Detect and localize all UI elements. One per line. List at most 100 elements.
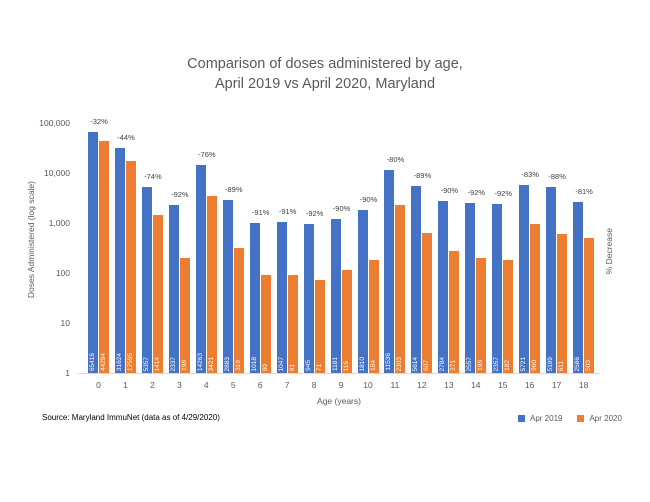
- bar-value-label: 17595: [126, 352, 134, 371]
- x-tick-label: 9: [338, 380, 344, 390]
- pct-decrease-label: -44%: [117, 132, 135, 142]
- bar-apr2020: [557, 233, 568, 373]
- x-tick-label: 15: [498, 380, 508, 390]
- y-axis-title: Doses Administered (log scale): [26, 181, 36, 299]
- legend-item: Apr 2019: [518, 414, 562, 423]
- bar-value-label: 3421: [207, 356, 215, 371]
- bar-value-label: 2557: [466, 356, 474, 371]
- bar-value-label: 2883: [223, 356, 231, 371]
- legend: Apr 2019 Apr 2020: [518, 414, 622, 423]
- legend-swatch-icon: [518, 415, 525, 422]
- x-tick-label: 3: [176, 380, 182, 390]
- bar-apr2019: [519, 185, 530, 373]
- pct-decrease-label: -80%: [386, 154, 405, 164]
- pct-decrease-label: -76%: [198, 150, 216, 160]
- bar-value-label: 116: [342, 360, 350, 371]
- bar-value-label: 2357: [493, 356, 501, 371]
- bar-value-label: 1047: [277, 356, 285, 371]
- bar-apr2020: [287, 275, 298, 373]
- bar-apr2019: [249, 222, 260, 373]
- x-tick-label: 0: [96, 380, 101, 390]
- bar-apr2019: [384, 169, 395, 373]
- pct-decrease-label: -90%: [440, 185, 459, 195]
- legend-swatch-icon: [577, 415, 585, 422]
- bar-apr2020: [179, 258, 190, 373]
- bar-apr2020: [152, 215, 163, 373]
- y-tick-label: 1: [65, 367, 70, 378]
- y-tick-label: 100,000: [39, 117, 70, 128]
- bar-apr2019: [411, 185, 422, 373]
- x-tick-label: 1: [123, 380, 128, 390]
- bar-apr2019: [492, 204, 503, 373]
- bar-value-label: 1810: [358, 356, 366, 371]
- bar-apr2019: [573, 202, 584, 373]
- x-tick-label: 8: [311, 380, 317, 390]
- bar-value-label: 271: [450, 360, 458, 371]
- x-tick-label: 17: [551, 380, 562, 390]
- pct-decrease-label: -90%: [359, 195, 378, 205]
- bar-apr2020: [206, 196, 217, 373]
- x-tick-label: 12: [417, 380, 427, 390]
- legend-item: Apr 2020: [577, 414, 622, 423]
- pct-decrease-label: -90%: [332, 204, 351, 214]
- bar-value-label: 5199: [547, 356, 555, 371]
- bar-apr2019: [330, 219, 341, 373]
- bar-apr2020: [476, 258, 487, 373]
- bar-value-label: 2303: [396, 356, 404, 371]
- bar-value-label: 65416: [89, 352, 96, 371]
- bar-apr2019: [465, 202, 476, 373]
- x-tick-label: 7: [284, 380, 290, 390]
- x-tick-label: 10: [363, 380, 373, 390]
- bar-value-label: 2784: [439, 356, 447, 371]
- bar-value-label: 11536: [385, 353, 393, 371]
- bar-value-label: 91: [288, 363, 296, 371]
- y2-axis-title: % Decrease: [604, 228, 614, 275]
- bar-apr2020: [341, 269, 352, 373]
- bar-value-label: 319: [234, 360, 242, 371]
- pct-decrease-label: -91%: [251, 207, 270, 217]
- bar-apr2019: [438, 200, 449, 373]
- chart-title: Comparison of doses administered by age,…: [0, 54, 650, 94]
- x-tick-label: 11: [390, 380, 400, 390]
- pct-decrease-label: -81%: [575, 187, 593, 197]
- bar-apr2020: [584, 237, 595, 373]
- bar-apr2020: [233, 247, 244, 373]
- bar-apr2020: [99, 140, 109, 373]
- chart-title-line2: April 2019 vs April 2020, Maryland: [214, 76, 436, 92]
- x-tick-label: 13: [444, 380, 454, 390]
- bar-apr2019: [195, 165, 206, 373]
- bar-value-label: 182: [504, 360, 512, 371]
- source-note: Source: Maryland ImmuNet (data as of 4/2…: [42, 413, 220, 422]
- bar-apr2019: [222, 200, 233, 373]
- y-tick-label: 1,000: [48, 217, 70, 228]
- bar-value-label: 5721: [520, 356, 528, 371]
- bar-apr2019: [114, 147, 125, 373]
- y-tick-label: 10: [60, 317, 70, 328]
- bar-value-label: 503: [585, 360, 593, 371]
- bar-value-label: 637: [423, 360, 431, 371]
- bar-apr2020: [503, 259, 514, 373]
- bar-value-label: 2586: [574, 356, 582, 371]
- bar-apr2020: [125, 160, 136, 373]
- bar-value-label: 90: [261, 363, 269, 371]
- bar-apr2019: [168, 204, 179, 373]
- bar-apr2019: [357, 210, 368, 373]
- bar-value-label: 945: [304, 360, 312, 371]
- pct-decrease-label: -32%: [90, 117, 108, 127]
- bar-apr2020: [530, 223, 541, 373]
- pct-decrease-label: -92%: [305, 209, 324, 219]
- bar-apr2019: [546, 187, 557, 373]
- bar-value-label: 1181: [331, 357, 339, 371]
- bar-value-label: 184: [369, 360, 377, 371]
- pct-decrease-label: -91%: [278, 207, 297, 216]
- bar-value-label: 31624: [115, 352, 123, 371]
- pct-decrease-label: -92%: [467, 187, 486, 197]
- bar-value-label: 71: [315, 363, 323, 371]
- bar-apr2019: [276, 222, 287, 373]
- pct-decrease-label: -89%: [413, 170, 432, 180]
- x-tick-label: 14: [471, 380, 481, 390]
- chart-title-line1: Comparison of doses administered by age,: [187, 56, 463, 72]
- x-tick-label: 16: [524, 380, 535, 390]
- x-axis-title: Age (years): [317, 396, 361, 406]
- bar-value-label: 5357: [142, 356, 150, 371]
